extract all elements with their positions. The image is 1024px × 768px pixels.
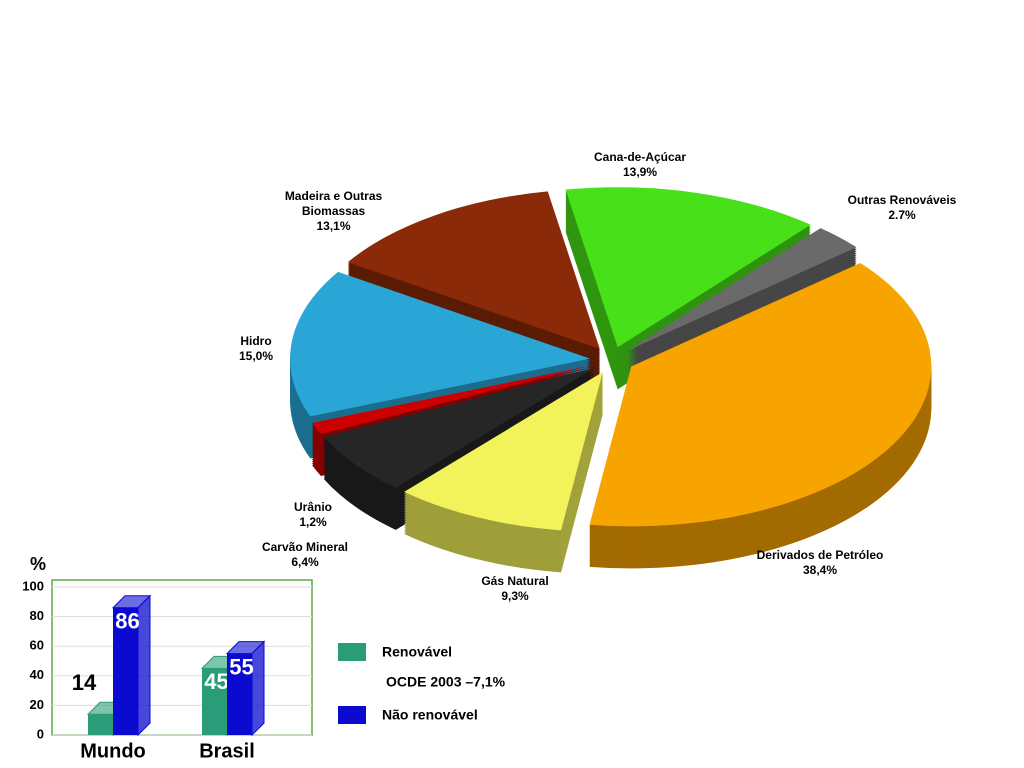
slice-name: Madeira e Outras Biomassas bbox=[284, 189, 383, 218]
slice-percent: 1,2% bbox=[299, 515, 327, 529]
y-tick-label: 20 bbox=[30, 697, 44, 712]
slice-side bbox=[312, 367, 592, 437]
pie-slice bbox=[589, 263, 932, 527]
bar-value-label: 14 bbox=[72, 670, 97, 695]
bar-value-label: 86 bbox=[115, 609, 139, 634]
y-tick-label: 40 bbox=[30, 667, 44, 682]
slice-label: Outras Renováveis 2.7% bbox=[822, 193, 982, 223]
slice-name: Urânio bbox=[293, 500, 332, 514]
slice-percent: 6,4% bbox=[291, 555, 319, 569]
slice-label: Carvão Mineral 6,4% bbox=[225, 540, 385, 570]
bar-value-label: 45 bbox=[204, 669, 228, 694]
bar bbox=[113, 607, 138, 735]
annotation: OCDE 2003 –7,1% bbox=[386, 674, 506, 690]
slice-name: Outras Renováveis bbox=[847, 193, 957, 207]
pie-slice bbox=[290, 271, 591, 417]
pie-slice bbox=[404, 371, 603, 531]
legend-swatch bbox=[338, 643, 366, 661]
slice-percent: 9,3% bbox=[501, 589, 529, 603]
bar-value-label: 55 bbox=[229, 654, 253, 679]
x-tick-label: Mundo bbox=[80, 740, 146, 762]
bar bbox=[88, 714, 113, 735]
slice-percent: 38,4% bbox=[802, 563, 838, 577]
slice-side-shade bbox=[312, 367, 592, 437]
pie-slice bbox=[347, 191, 600, 350]
slice-name: Hidro bbox=[240, 334, 272, 348]
bar-side bbox=[251, 640, 265, 737]
slice-percent: 13,1% bbox=[316, 219, 351, 233]
slice-name: Derivados de Petróleo bbox=[756, 548, 884, 562]
y-tick-label: 0 bbox=[37, 726, 44, 741]
pie-slice bbox=[323, 367, 595, 488]
slice-label: Urânio 1,2% bbox=[233, 500, 393, 530]
bar bbox=[202, 668, 227, 735]
legend-label: Não renovável bbox=[382, 707, 478, 723]
slice-percent: 15,0% bbox=[238, 349, 274, 363]
slice-label: Madeira e Outras Biomassas 13,1% bbox=[271, 189, 396, 234]
legend-label: Renovável bbox=[382, 644, 452, 660]
x-tick-label: Brasil bbox=[199, 740, 255, 762]
slice-label: Derivados de Petróleo 38,4% bbox=[740, 548, 900, 578]
y-tick-label: 80 bbox=[30, 608, 44, 623]
slice-name: Cana-de-Açúcar bbox=[593, 150, 687, 164]
y-axis-label: % bbox=[30, 554, 46, 574]
pie-slice bbox=[312, 365, 592, 435]
slice-name: Carvão Mineral bbox=[261, 540, 349, 554]
slice-percent: 2.7% bbox=[888, 208, 916, 222]
legend-swatch bbox=[338, 706, 366, 724]
bar bbox=[227, 653, 252, 735]
y-tick-label: 60 bbox=[30, 638, 44, 653]
slice-label: Cana-de-Açúcar 13,9% bbox=[560, 150, 720, 180]
slice-percent: 13,9% bbox=[622, 165, 658, 179]
pie-slice bbox=[565, 187, 811, 348]
bar-side bbox=[137, 594, 151, 737]
slice-label: Hidro 15,0% bbox=[176, 334, 336, 364]
slice-name: Gás Natural bbox=[481, 574, 549, 588]
pie-slice bbox=[627, 228, 857, 351]
y-tick-label: 100 bbox=[22, 578, 44, 593]
slice-label: Gás Natural 9,3% bbox=[435, 574, 595, 604]
